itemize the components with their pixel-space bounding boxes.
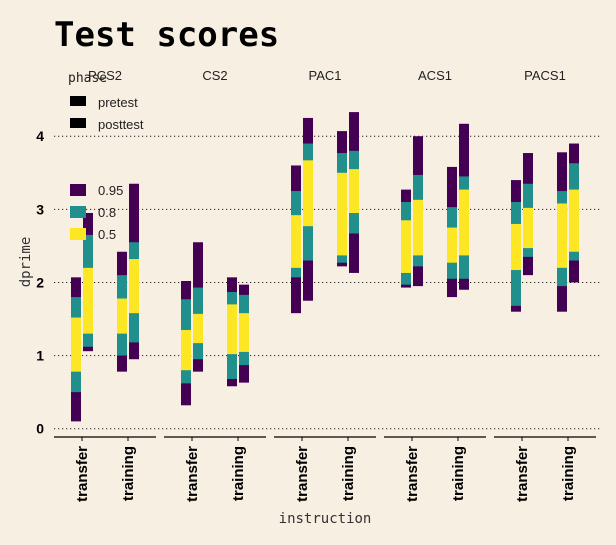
- x-tick-label: transfer: [184, 446, 201, 502]
- facet-label: PACS1: [524, 68, 566, 83]
- grid-lines: [54, 135, 600, 430]
- interval-bar-50: [523, 207, 533, 249]
- legend-label-interval: 0.8: [98, 205, 116, 220]
- interval-stack: [227, 277, 237, 387]
- interval-stack: [117, 251, 127, 372]
- y-tick-label: 3: [36, 201, 44, 217]
- legend-swatch-phase: [70, 118, 86, 128]
- x-tick-label: training: [230, 446, 247, 501]
- interval-bar-50: [401, 220, 411, 273]
- interval-bar-50: [181, 329, 191, 371]
- legend-label-interval: 0.95: [98, 183, 123, 198]
- legend-label-interval: 0.5: [98, 227, 116, 242]
- interval-stack: [193, 242, 203, 372]
- y-tick-label: 2: [36, 274, 44, 290]
- facet-label: PAC1: [309, 68, 342, 83]
- interval-stack: [511, 180, 521, 312]
- x-axis-label: instruction: [279, 511, 372, 527]
- facet-panel: PAC1 transfer training: [274, 68, 376, 502]
- legend-label-phase: posttest: [98, 117, 144, 132]
- legend-swatch-interval: [70, 206, 86, 218]
- interval-stack: [413, 136, 423, 287]
- interval-stack: [459, 123, 469, 290]
- facet-label: CS2: [202, 68, 227, 83]
- interval-stack: [71, 277, 81, 422]
- legend-label-phase: pretest: [98, 95, 138, 110]
- facet-label: PCS2: [88, 68, 122, 83]
- y-axis: 0 1 2 3 4: [36, 128, 44, 436]
- chart-title: Test scores: [54, 15, 279, 55]
- interval-stack: [349, 112, 359, 273]
- legend: phase pretest posttest 0.95 0.8 0.5: [68, 71, 144, 242]
- interval-bar-50: [447, 227, 457, 263]
- interval-bar-50: [227, 304, 237, 355]
- interval-stack: [291, 165, 301, 314]
- facet-label: ACS1: [418, 68, 452, 83]
- interval-stack: [401, 189, 411, 288]
- interval-stack: [83, 212, 93, 352]
- interval-bar-50: [569, 189, 579, 252]
- interval-bar-50: [459, 189, 469, 256]
- interval-stack: [557, 152, 567, 312]
- interval-stack: [337, 131, 347, 267]
- facet-panel: PCS2 transfer training: [54, 68, 156, 502]
- facet-panel: CS2 transfer training: [164, 68, 266, 502]
- interval-bar-50: [557, 203, 567, 268]
- facet-panel: ACS1 transfer training: [384, 68, 486, 502]
- interval-bar-50: [413, 199, 423, 256]
- y-axis-label: dprime: [18, 237, 34, 288]
- legend-swatch-interval: [70, 184, 86, 196]
- interval-bar-50: [129, 259, 139, 314]
- facet-panel: PACS1 transfer training: [494, 68, 596, 502]
- x-tick-label: training: [120, 446, 137, 501]
- legend-swatch-interval: [70, 228, 86, 240]
- interval-stack: [129, 183, 139, 360]
- interval-stack: [181, 280, 191, 406]
- interval-bar-50: [83, 267, 93, 334]
- interval-bar-50: [511, 223, 521, 271]
- x-tick-label: training: [450, 446, 467, 501]
- interval-bar-50: [239, 313, 249, 352]
- interval-stack: [569, 143, 579, 283]
- x-tick-label: transfer: [404, 446, 421, 502]
- x-tick-label: training: [560, 446, 577, 501]
- legend-swatch-phase: [70, 96, 86, 106]
- interval-bar-50: [117, 298, 127, 334]
- y-tick-label: 0: [36, 421, 44, 437]
- y-tick-label: 4: [36, 128, 44, 144]
- interval-bar-50: [303, 160, 313, 227]
- interval-stack: [447, 166, 457, 298]
- x-tick-label: training: [340, 446, 357, 501]
- interval-bar-50: [291, 215, 301, 268]
- interval-bar-50: [337, 172, 347, 256]
- y-tick-label: 1: [36, 348, 44, 364]
- interval-bar-50: [71, 317, 81, 372]
- x-tick-label: transfer: [294, 446, 311, 502]
- interval-bar-50: [193, 313, 203, 344]
- interval-stack: [239, 284, 249, 383]
- legend-title-phase: phase: [68, 71, 107, 86]
- interval-bar-50: [349, 169, 359, 213]
- x-tick-label: transfer: [74, 446, 91, 502]
- interval-stack: [303, 117, 313, 301]
- interval-stack: [523, 153, 533, 276]
- x-tick-label: transfer: [514, 446, 531, 502]
